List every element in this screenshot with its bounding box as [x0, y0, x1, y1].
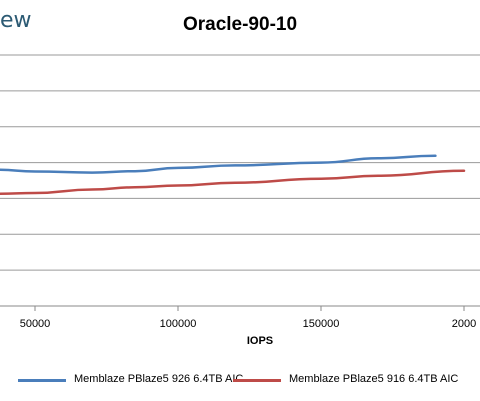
- x-axis-label: IOPS: [246, 335, 274, 347]
- series-lines: [0, 154, 466, 196]
- brand-logo-text: ew: [0, 8, 32, 33]
- legend-label-series-2: Memblaze PBlaze5 916 6.4TB AIC: [289, 373, 459, 385]
- x-tick-label: 150000: [303, 318, 340, 330]
- legend: Memblaze PBlaze5 926 6.4TB AIC Memblaze …: [0, 373, 480, 389]
- legend-label-series-1: Memblaze PBlaze5 926 6.4TB AIC: [74, 373, 244, 385]
- series-line-1: [0, 154, 437, 174]
- legend-swatch-series-2: [233, 379, 281, 382]
- x-tick-label: 100000: [160, 318, 197, 330]
- x-tick-label: 50000: [20, 318, 51, 330]
- series-line-2: [0, 169, 466, 196]
- x-tick-labels: 50000 100000 150000 2000: [20, 306, 476, 330]
- legend-swatch-series-1: [18, 379, 66, 382]
- gridlines: [0, 54, 480, 307]
- chart-title: Oracle-90-10: [182, 14, 298, 35]
- x-tick-label: 2000: [452, 318, 476, 330]
